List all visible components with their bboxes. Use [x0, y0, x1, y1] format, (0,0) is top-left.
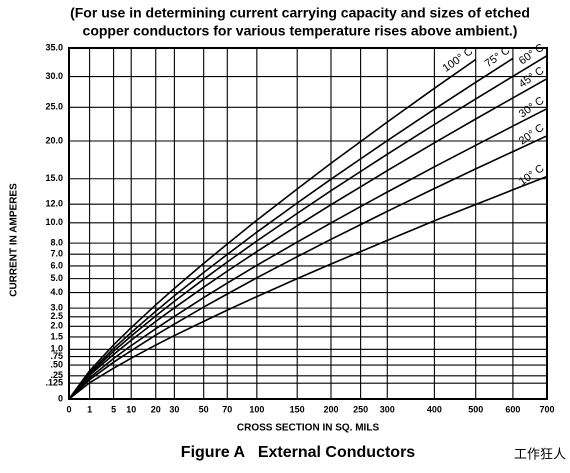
y-tick-label: .75 — [50, 351, 63, 361]
figure-caption: Figure A External Conductors — [181, 444, 416, 461]
curve-label: 60° C — [517, 42, 547, 68]
x-tick-label: 70 — [222, 404, 232, 414]
x-tick-label: 300 — [380, 404, 395, 414]
y-tick-label: 30.0 — [45, 71, 63, 81]
y-tick-label: 1.0 — [50, 344, 63, 354]
y-tick-label: 35.0 — [45, 42, 63, 52]
y-tick-label: 15.0 — [45, 173, 63, 183]
y-tick-label: 2.5 — [50, 311, 63, 321]
x-tick-label: 500 — [468, 404, 483, 414]
y-tick-label: 3.0 — [50, 302, 63, 312]
y-tick-label: 7.0 — [50, 249, 63, 259]
x-tick-label: 600 — [505, 404, 520, 414]
curve-label: 100° C — [441, 45, 476, 74]
curve — [68, 55, 548, 400]
curve — [68, 58, 477, 400]
curve — [68, 135, 548, 400]
y-tick-label: 4.0 — [50, 287, 63, 297]
y-tick-label: 2.0 — [50, 321, 63, 331]
x-tick-label: 100 — [249, 404, 264, 414]
curve — [68, 107, 548, 400]
chart-title: copper conductors for various temperatur… — [83, 23, 518, 39]
x-tick-label: 10 — [126, 404, 136, 414]
x-tick-label: 250 — [353, 404, 368, 414]
x-tick-label: 0 — [66, 404, 71, 414]
curve — [68, 175, 548, 400]
chart-title: (For use in determining current carrying… — [70, 5, 530, 21]
curve — [68, 78, 548, 400]
y-tick-label: 5.0 — [50, 273, 63, 283]
x-tick-label: 5 — [111, 404, 116, 414]
y-tick-label: 10.0 — [45, 217, 63, 227]
x-tick-label: 150 — [290, 404, 305, 414]
x-tick-label: 400 — [427, 404, 442, 414]
x-tick-label: 20 — [151, 404, 161, 414]
y-axis-label: CURRENT IN AMPERES — [9, 183, 20, 297]
y-tick-label: 6.0 — [50, 260, 63, 270]
x-tick-label: 1 — [87, 404, 92, 414]
y-tick-label: .50 — [50, 359, 63, 369]
watermark: 工作狂人 — [514, 446, 566, 461]
curve — [68, 57, 514, 400]
plot-frame — [68, 47, 548, 400]
x-axis-label: CROSS SECTION IN SQ. MILS — [237, 423, 380, 434]
curve-label: 10° C — [517, 162, 547, 188]
y-tick-label: .25 — [50, 370, 63, 380]
x-tick-label: 50 — [199, 404, 209, 414]
y-tick-label: 20.0 — [45, 135, 63, 145]
x-tick-label: 700 — [539, 404, 554, 414]
y-tick-label: 12.0 — [45, 199, 63, 209]
y-tick-label: 1.5 — [50, 331, 63, 341]
x-tick-label: 30 — [169, 404, 179, 414]
y-tick-label: 8.0 — [50, 238, 63, 248]
y-tick-label: 0 — [58, 393, 63, 403]
y-tick-label: .125 — [45, 378, 63, 388]
y-tick-label: 25.0 — [45, 102, 63, 112]
x-tick-label: 200 — [323, 404, 338, 414]
